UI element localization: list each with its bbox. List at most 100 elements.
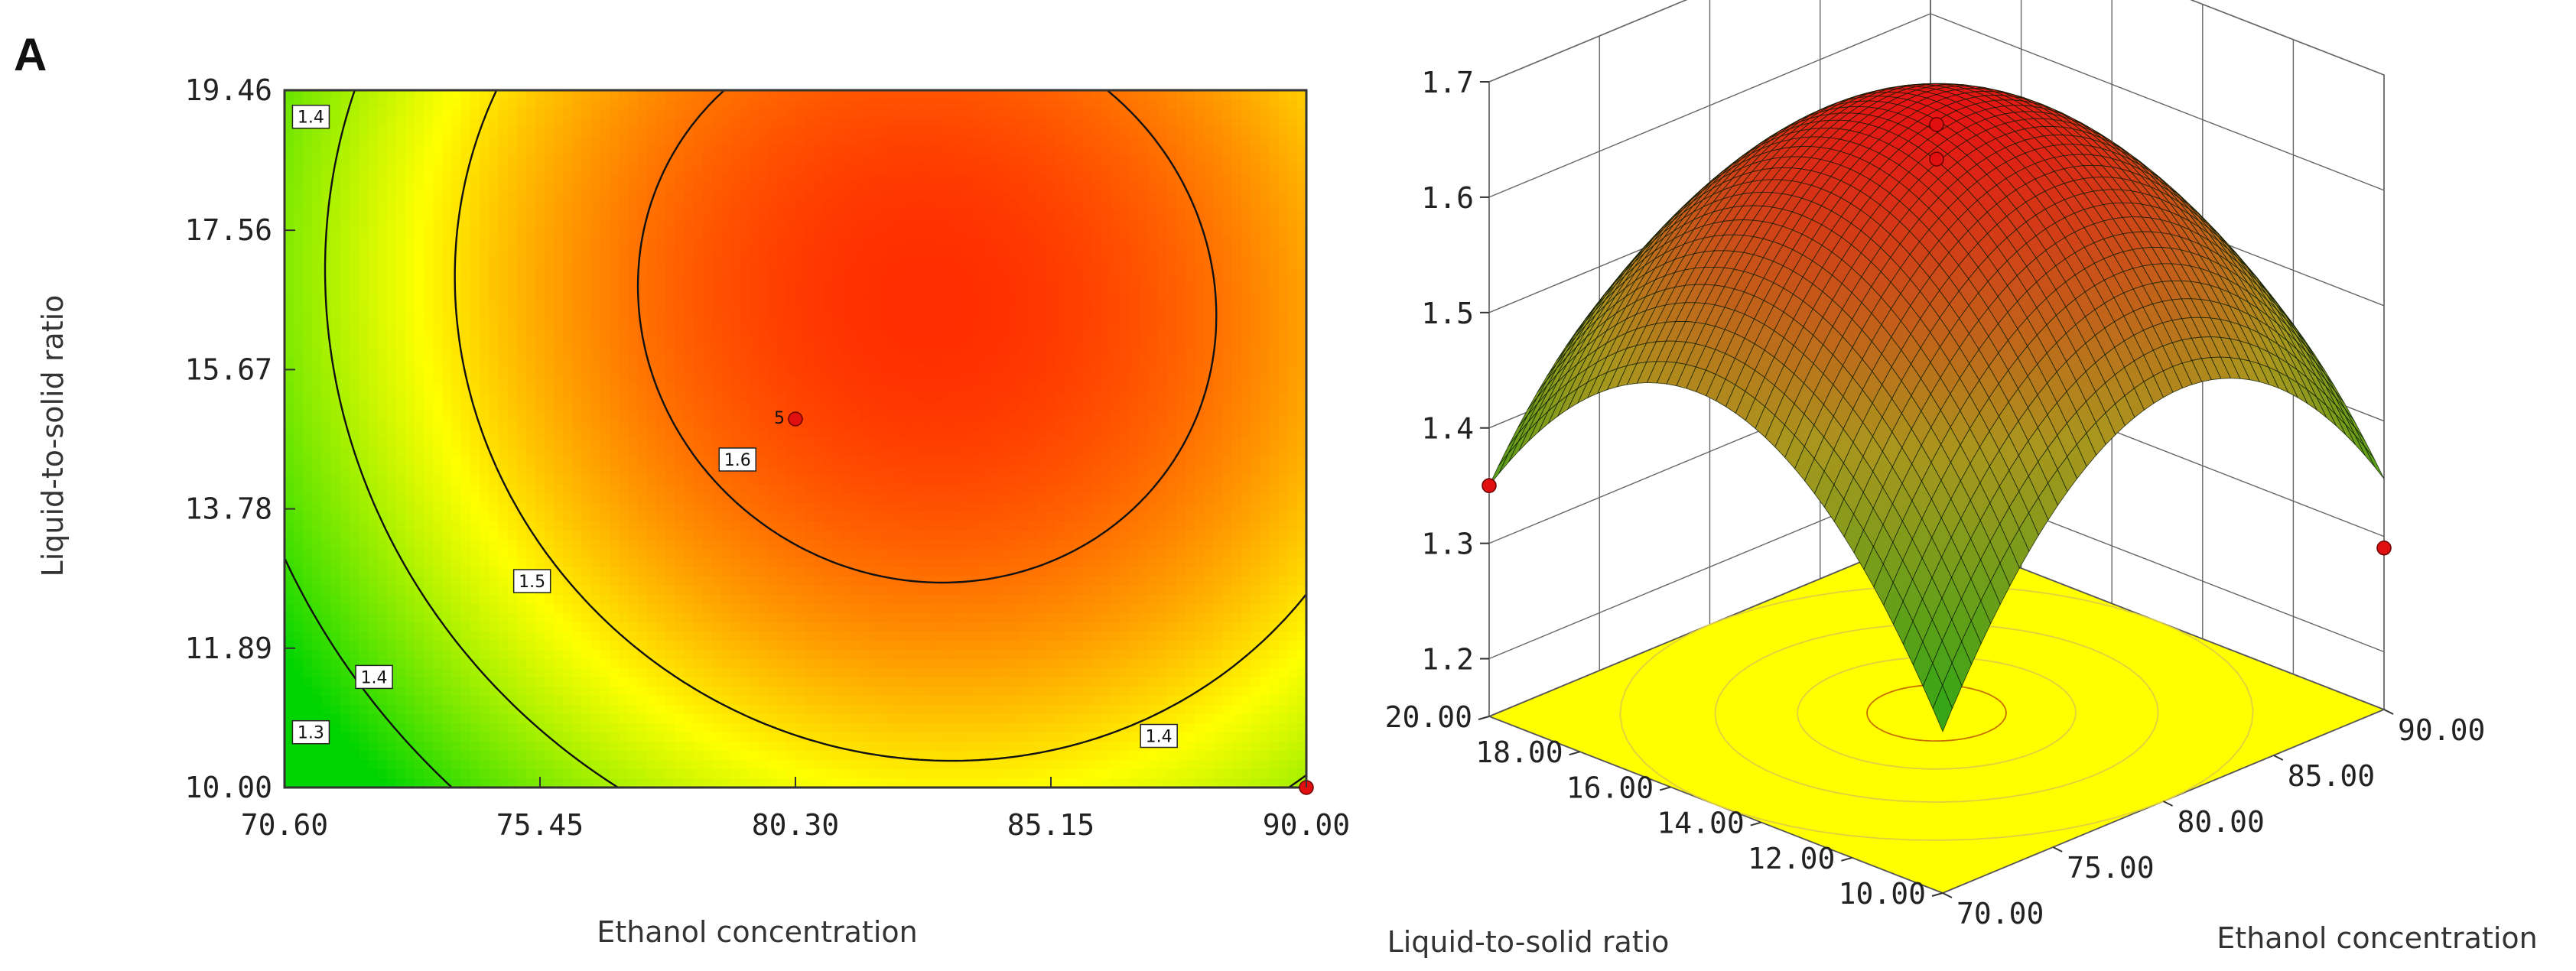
heat-cell	[730, 136, 741, 146]
heat-cell	[507, 466, 518, 476]
heat-cell	[415, 310, 425, 320]
heat-cell	[1101, 90, 1112, 100]
heat-cell	[563, 384, 574, 394]
heat-cell	[1055, 274, 1066, 284]
heat-cell	[962, 90, 973, 100]
heat-cell	[1009, 182, 1020, 192]
heat-cell	[321, 274, 332, 284]
heat-cell	[545, 485, 555, 495]
heat-cell	[572, 136, 583, 146]
heat-cell	[535, 466, 545, 476]
heat-cell	[303, 265, 314, 274]
heat-cell	[535, 228, 545, 238]
heat-cell	[312, 200, 323, 210]
heat-cell	[1157, 118, 1168, 128]
heat-cell	[860, 292, 871, 302]
heat-cell	[814, 347, 825, 357]
heat-cell	[442, 375, 453, 385]
heat-cell	[480, 310, 490, 320]
heat-cell	[321, 246, 332, 256]
heat-cell	[498, 411, 509, 421]
heat-cell	[1204, 310, 1215, 320]
heat-cell	[535, 237, 545, 247]
heat-cell	[554, 246, 564, 256]
heat-cell	[516, 209, 527, 219]
heat-cell	[600, 219, 610, 229]
heat-cell	[851, 320, 861, 330]
heat-cell	[535, 448, 545, 458]
heat-cell	[590, 476, 601, 486]
heat-cell	[1241, 228, 1252, 238]
heat-cell	[1139, 301, 1150, 311]
heat-cell	[1176, 237, 1187, 247]
heat-cell	[1000, 430, 1010, 440]
heat-cell	[935, 173, 945, 183]
heat-cell	[359, 347, 369, 357]
heat-cell	[1000, 99, 1010, 109]
heat-cell	[1213, 90, 1224, 100]
heat-cell	[1055, 182, 1066, 192]
heat-cell	[1269, 237, 1280, 247]
heat-cell	[415, 338, 425, 348]
heat-cell	[953, 466, 964, 476]
heat-cell	[851, 384, 861, 394]
heat-cell	[776, 439, 787, 449]
heat-cell	[619, 246, 629, 256]
heat-cell	[944, 310, 955, 320]
heat-cell	[442, 191, 453, 201]
heat-cell	[628, 485, 639, 495]
heat-cell	[832, 466, 843, 476]
heat-cell	[693, 476, 704, 486]
heat-cell	[405, 237, 415, 247]
heat-cell	[906, 90, 917, 100]
heat-cell	[572, 338, 583, 348]
heat-cell	[646, 228, 657, 238]
heat-cell	[767, 329, 778, 339]
heat-cell	[1241, 292, 1252, 302]
heat-cell	[841, 356, 852, 366]
heat-cell	[646, 466, 657, 476]
heat-cell	[525, 320, 536, 330]
heat-cell	[730, 384, 741, 394]
heat-cell	[637, 301, 648, 311]
heat-cell	[1036, 191, 1047, 201]
heat-cell	[1101, 237, 1112, 247]
heat-cell	[424, 421, 434, 430]
heat-cell	[888, 265, 899, 274]
heat-cell	[535, 109, 545, 119]
heat-cell	[619, 118, 629, 128]
heat-cell	[1009, 145, 1020, 155]
heat-cell	[480, 421, 490, 430]
heat-cell	[841, 375, 852, 385]
heat-cell	[1046, 191, 1056, 201]
heat-cell	[498, 421, 509, 430]
heat-cell	[451, 145, 462, 155]
heat-cell	[581, 292, 592, 302]
heat-cell	[1055, 430, 1066, 440]
heat-cell	[489, 356, 499, 366]
heat-cell	[870, 466, 880, 476]
heat-cell	[1046, 476, 1056, 486]
heat-cell	[507, 219, 518, 229]
heat-cell	[294, 320, 304, 330]
heat-cell	[767, 375, 778, 385]
heat-cell	[619, 356, 629, 366]
heat-cell	[785, 255, 796, 265]
heat-cell	[675, 99, 685, 109]
heat-cell	[665, 209, 676, 219]
heat-cell	[740, 485, 750, 495]
heat-cell	[1139, 347, 1150, 357]
heat-cell	[1074, 421, 1085, 430]
heat-cell	[1260, 145, 1270, 155]
heat-cell	[1260, 448, 1270, 458]
heat-cell	[294, 402, 304, 412]
heat-cell	[805, 191, 815, 201]
heat-cell	[795, 164, 806, 174]
heat-cell	[646, 127, 657, 137]
heat-cell	[1148, 246, 1159, 256]
heat-cell	[1176, 466, 1187, 476]
heat-cell	[507, 457, 518, 467]
heat-cell	[545, 127, 555, 137]
heat-cell	[675, 127, 685, 137]
heat-cell	[851, 90, 861, 100]
